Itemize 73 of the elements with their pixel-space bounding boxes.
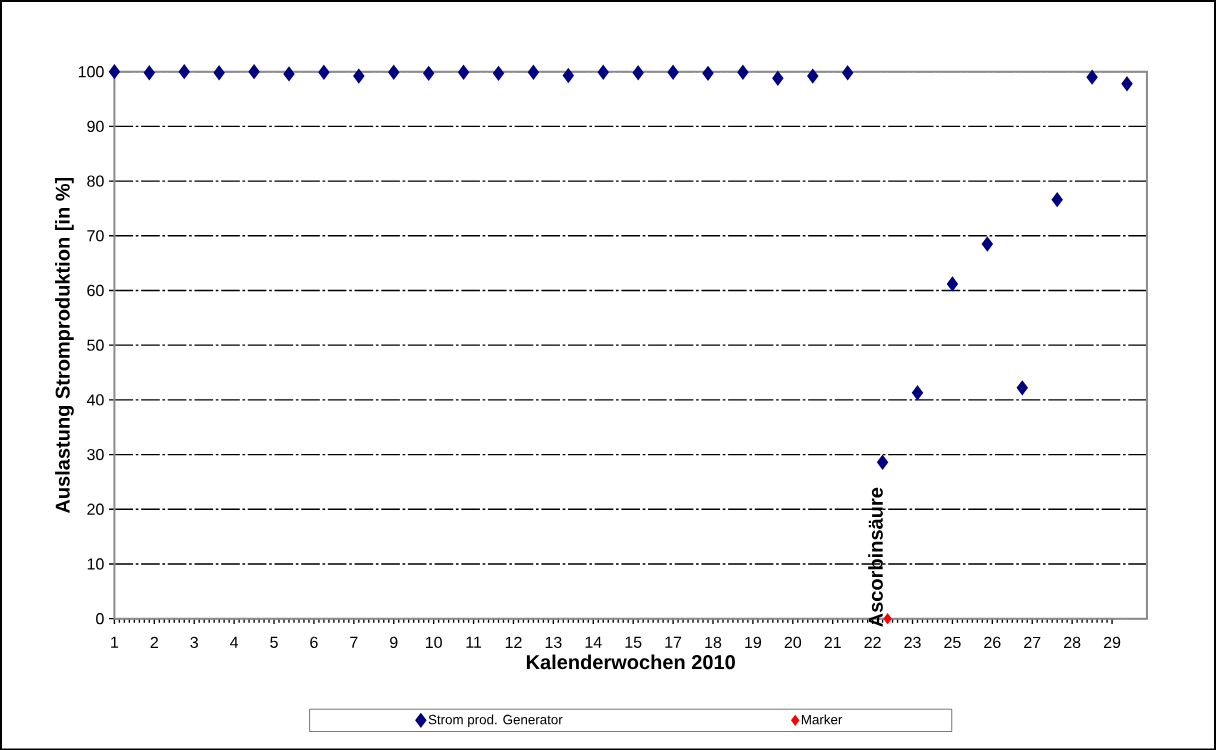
x-tick-label: 12 bbox=[505, 636, 522, 648]
x-tick-label: 29 bbox=[1103, 636, 1121, 648]
legend-label: Strom prod. Generator bbox=[428, 714, 563, 727]
point bbox=[597, 65, 609, 80]
point bbox=[318, 65, 330, 80]
x-tick-label: 20 bbox=[784, 636, 802, 648]
y-tick-label: 90 bbox=[87, 120, 104, 132]
point bbox=[1121, 76, 1133, 91]
point bbox=[737, 65, 749, 80]
x-tick-label: 7 bbox=[350, 636, 358, 648]
point bbox=[248, 64, 260, 79]
y-tick-label: 10 bbox=[87, 558, 104, 570]
x-tick-label: 28 bbox=[1064, 636, 1081, 648]
x-tick-label: 27 bbox=[1024, 636, 1041, 648]
x-tick-label: 1 bbox=[111, 636, 119, 648]
x-tick-label: 6 bbox=[310, 636, 318, 648]
point bbox=[213, 65, 225, 80]
x-tick-label: 10 bbox=[425, 636, 442, 648]
y-tick-label: 0 bbox=[96, 612, 104, 625]
point bbox=[702, 66, 714, 81]
point bbox=[842, 65, 854, 80]
x-tick-label: 5 bbox=[270, 636, 278, 648]
x-tick-label: 22 bbox=[864, 636, 881, 648]
x-tick-label: 17 bbox=[665, 636, 682, 648]
point bbox=[981, 236, 993, 251]
x-tick-label: 23 bbox=[904, 636, 921, 648]
x-tick-label: 9 bbox=[390, 636, 398, 648]
x-axis-title: Kalenderwochen 2010 bbox=[526, 654, 735, 670]
point bbox=[883, 613, 892, 624]
x-tick-label: 25 bbox=[944, 636, 961, 648]
point bbox=[667, 65, 679, 80]
y-tick-label: 20 bbox=[87, 503, 104, 515]
x-tick-label: 15 bbox=[625, 636, 642, 648]
point bbox=[108, 64, 120, 79]
point bbox=[912, 385, 924, 400]
y-tick-label: 100 bbox=[78, 65, 104, 78]
legend-label: Marker bbox=[801, 714, 843, 725]
point bbox=[946, 276, 958, 291]
point bbox=[1051, 192, 1063, 207]
x-tick-label: 21 bbox=[824, 636, 841, 648]
point bbox=[388, 65, 400, 80]
point bbox=[1016, 380, 1028, 395]
point bbox=[877, 455, 889, 470]
x-tick-label: 18 bbox=[705, 636, 722, 648]
point bbox=[772, 71, 784, 86]
y-tick-label: 80 bbox=[87, 175, 104, 187]
point bbox=[562, 68, 574, 83]
x-tick-label: 11 bbox=[466, 636, 482, 648]
y-tick-label: 50 bbox=[87, 339, 104, 351]
x-tick-label: 3 bbox=[190, 636, 198, 648]
annotation: Ascorbinsäure bbox=[868, 487, 883, 627]
y-tick-label: 30 bbox=[87, 448, 104, 461]
point bbox=[527, 65, 539, 80]
point bbox=[807, 68, 819, 83]
point bbox=[283, 66, 295, 81]
point bbox=[353, 68, 365, 83]
y-tick-label: 40 bbox=[86, 394, 104, 406]
point bbox=[493, 66, 504, 81]
point bbox=[1086, 69, 1098, 84]
point bbox=[178, 64, 190, 79]
point bbox=[632, 65, 644, 80]
x-tick-label: 26 bbox=[984, 636, 1001, 648]
y-tick-label: 60 bbox=[87, 284, 104, 296]
x-tick-label: 13 bbox=[545, 636, 562, 648]
x-tick-label: 4 bbox=[230, 636, 239, 648]
point bbox=[143, 65, 155, 80]
point bbox=[458, 65, 470, 80]
y-tick-label: 70 bbox=[87, 229, 104, 242]
y-axis-title: Auslastung Stromproduktion [in %] bbox=[55, 177, 74, 513]
point bbox=[423, 66, 435, 81]
x-tick-label: 19 bbox=[745, 636, 762, 648]
x-tick-label: 2 bbox=[150, 636, 158, 648]
x-tick-label: 14 bbox=[585, 636, 602, 648]
